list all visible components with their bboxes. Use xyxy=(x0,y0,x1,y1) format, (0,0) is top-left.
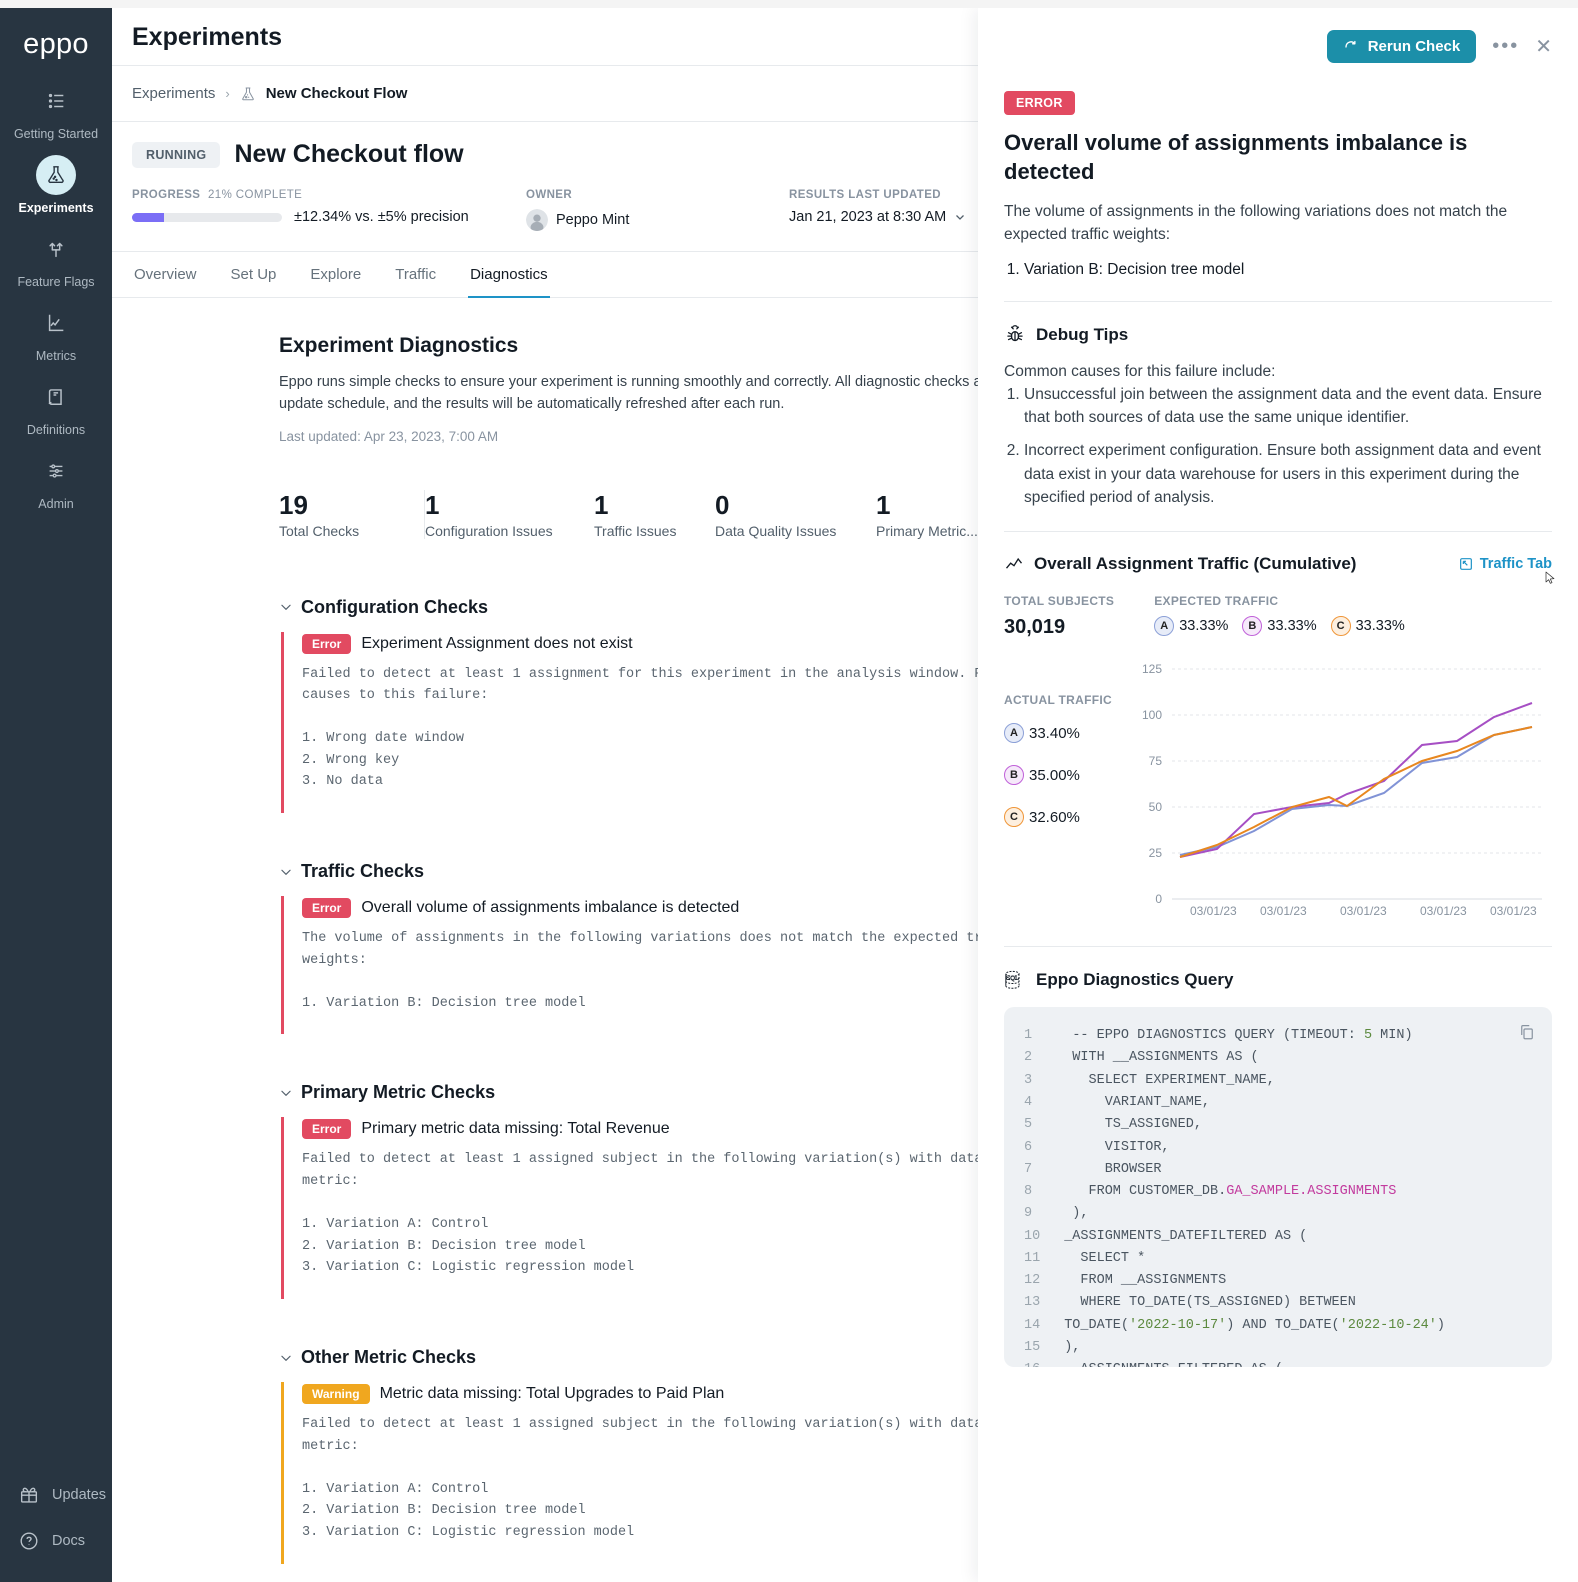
svg-text:03/01/23: 03/01/23 xyxy=(1420,904,1467,918)
svg-text:03/01/23: 03/01/23 xyxy=(1260,904,1307,918)
svg-text:100: 100 xyxy=(1142,708,1162,722)
svg-text:25: 25 xyxy=(1149,846,1163,860)
svg-text:03/01/23: 03/01/23 xyxy=(1190,904,1237,918)
svg-text:50: 50 xyxy=(1149,800,1163,814)
svg-text:03/01/23: 03/01/23 xyxy=(1490,904,1537,918)
svg-text:SQL: SQL xyxy=(1006,975,1019,982)
svg-text:0: 0 xyxy=(1155,892,1162,906)
svg-text:75: 75 xyxy=(1149,754,1163,768)
svg-text:125: 125 xyxy=(1142,662,1162,676)
svg-text:03/01/23: 03/01/23 xyxy=(1340,904,1387,918)
